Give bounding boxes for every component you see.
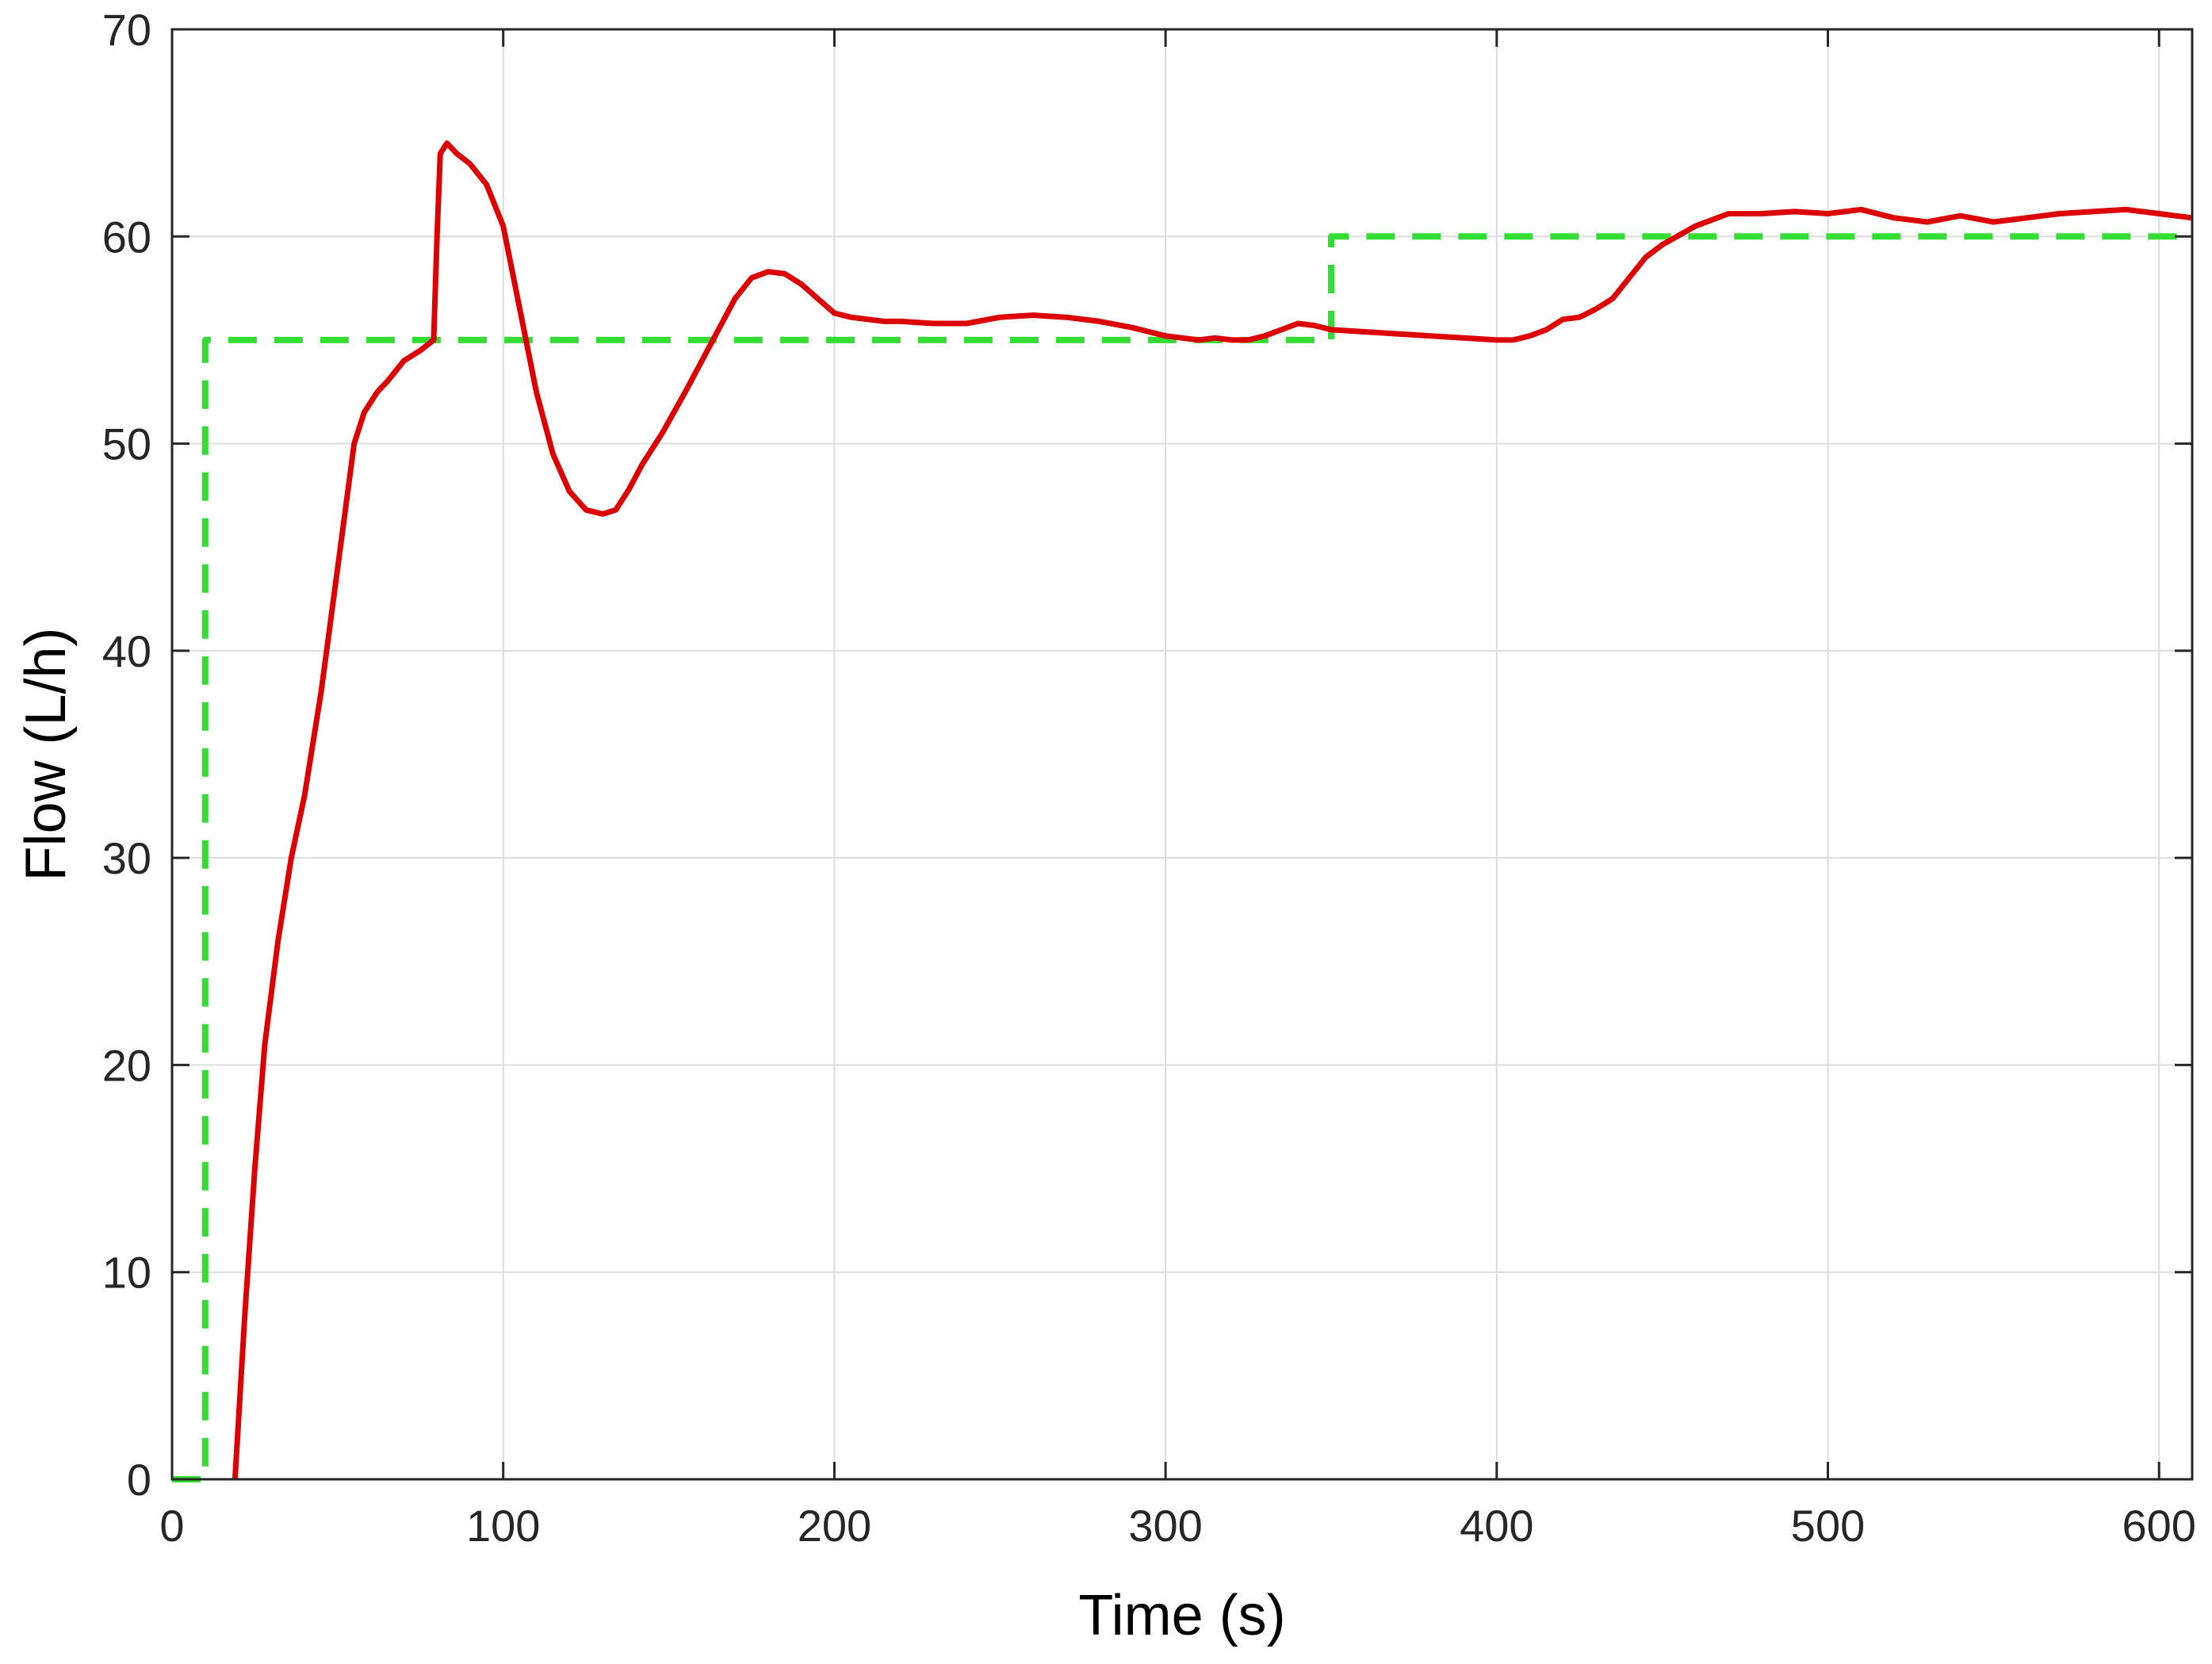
axis-ticks: 0 100 200 300 400 500 600 0 10 20 30 40 50 60 70 bbox=[102, 5, 2196, 1551]
series-layer bbox=[172, 140, 2193, 1482]
y-tick-label: 50 bbox=[102, 419, 151, 469]
y-tick-label: 20 bbox=[102, 1040, 151, 1090]
response-series-line bbox=[232, 140, 2193, 1480]
y-tick-label: 30 bbox=[102, 833, 151, 883]
plot-frame bbox=[170, 28, 2194, 1481]
y-axis-label: Flow (L/h) bbox=[14, 627, 78, 881]
x-tick-label: 100 bbox=[466, 1501, 540, 1551]
x-axis-label: Time (s) bbox=[1078, 1584, 1285, 1647]
x-tick-label: 400 bbox=[1460, 1501, 1533, 1551]
y-tick-label: 10 bbox=[102, 1248, 151, 1298]
x-tick-label: 500 bbox=[1791, 1501, 1865, 1551]
y-tick-label: 40 bbox=[102, 626, 151, 676]
y-tick-label: 60 bbox=[102, 212, 151, 262]
x-tick-label: 200 bbox=[798, 1501, 871, 1551]
x-tick-label: 600 bbox=[2122, 1501, 2196, 1551]
x-tick-label: 0 bbox=[159, 1501, 184, 1551]
y-tick-label: 0 bbox=[127, 1455, 151, 1505]
x-tick-label: 300 bbox=[1128, 1501, 1202, 1551]
grid-lines bbox=[171, 29, 2192, 1480]
y-tick-label: 70 bbox=[102, 5, 151, 55]
